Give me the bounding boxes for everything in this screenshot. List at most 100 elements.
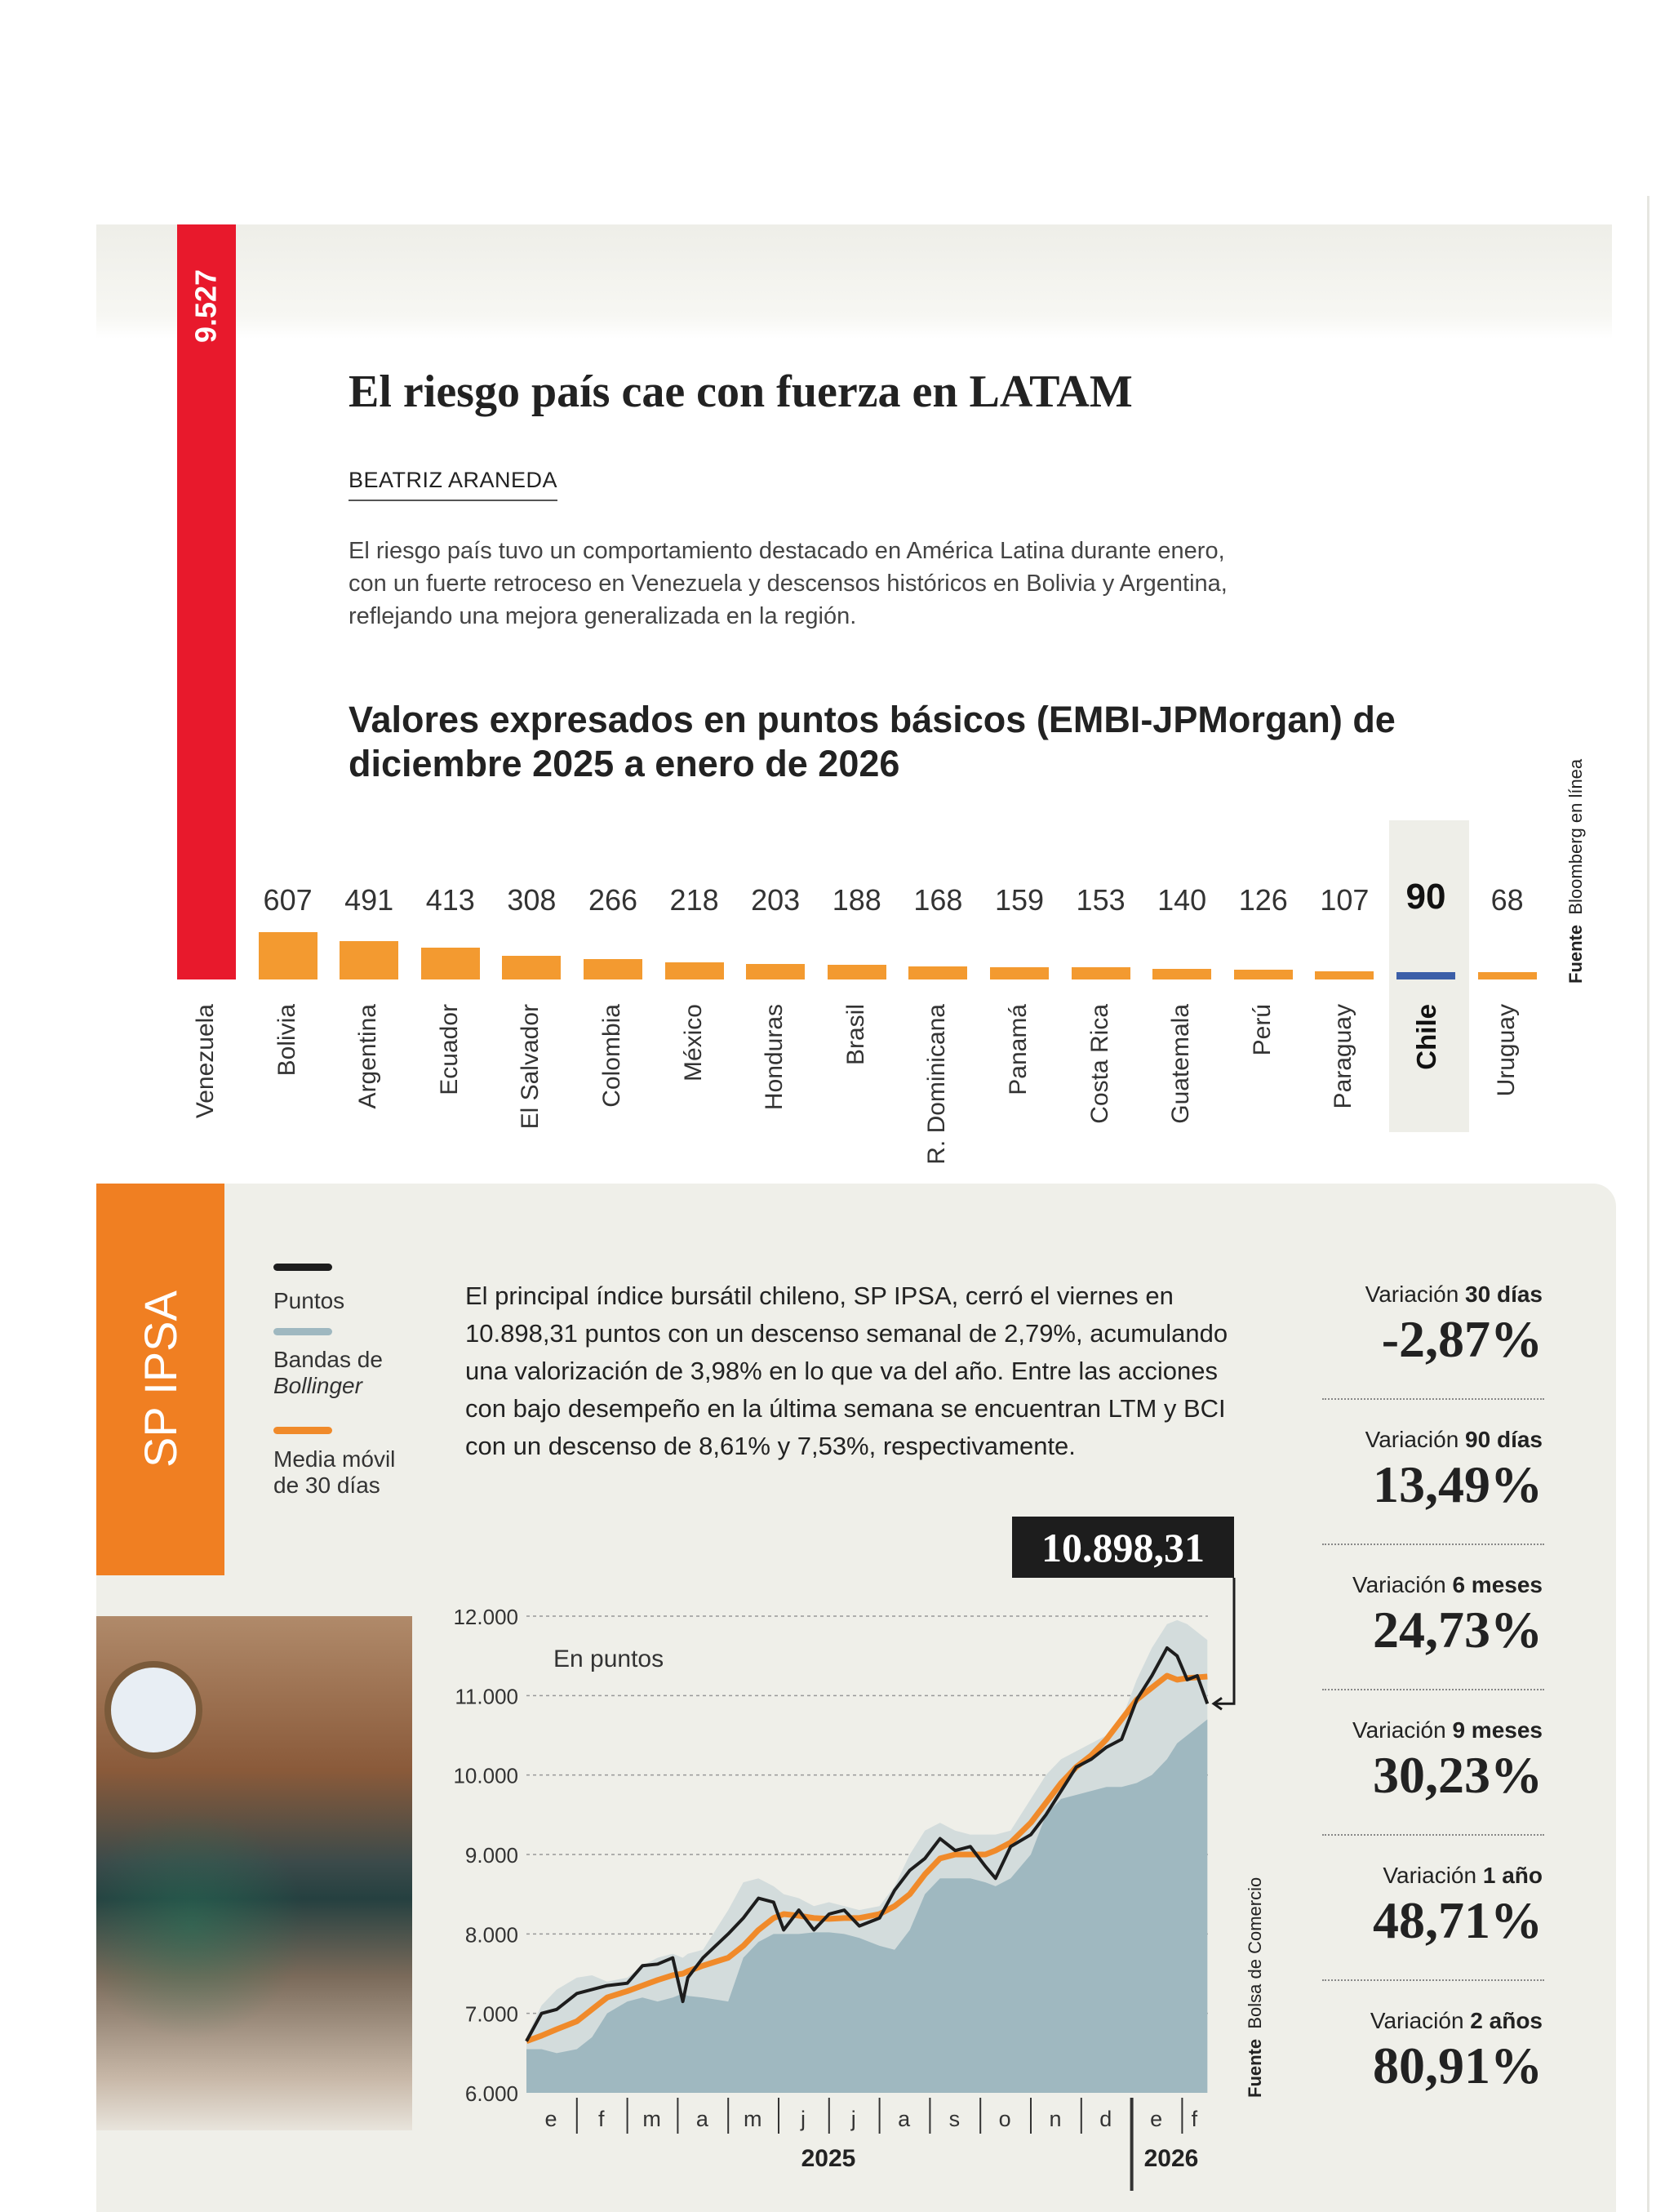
source-label: Fuente <box>1245 2038 1265 2098</box>
variation-value: 48,71% <box>1373 1891 1543 1949</box>
legend-swatch-ma <box>273 1427 332 1434</box>
bar-panam- <box>990 966 1049 979</box>
legend-swatch-points <box>273 1264 332 1271</box>
x-tick-label: f <box>1192 2107 1198 2131</box>
x-tick-label: m <box>642 2107 661 2131</box>
bar-value-label: 266 <box>588 883 638 917</box>
bar-brasil <box>827 965 886 979</box>
variation-label-text: Variación <box>1383 1863 1477 1888</box>
bar-venezuela <box>177 224 236 979</box>
legend-ma-1: Media móvil <box>273 1446 396 1472</box>
bar-value-label: 140 <box>1157 883 1207 917</box>
variation-period: 6 meses <box>1452 1572 1543 1597</box>
x-tick-label: a <box>898 2107 911 2131</box>
variation-label: Variación 30 días <box>1365 1281 1543 1308</box>
page-title: El riesgo país cae con fuerza en LATAM <box>349 366 1133 417</box>
bar-value-label: 218 <box>669 883 719 917</box>
x-tick-label: f <box>598 2107 605 2131</box>
bar-m-xico <box>664 962 724 979</box>
bar-value-label: 153 <box>1076 883 1126 917</box>
variation-period: 30 días <box>1465 1281 1543 1307</box>
y-tick-label: 8.000 <box>465 1922 518 1947</box>
source-name: Bolsa de Comercio <box>1245 1877 1265 2029</box>
bar-honduras <box>746 963 806 979</box>
y-tick-label: 11.000 <box>455 1684 518 1708</box>
variation-label: Variación 6 meses <box>1352 1572 1543 1598</box>
ipsa-title-box <box>96 1184 224 1575</box>
x-tick-label: e <box>544 2107 557 2131</box>
year-label: 2026 <box>1144 2145 1199 2172</box>
variation-label: Variación 1 año <box>1383 1863 1543 1889</box>
bar-argentina <box>340 941 399 979</box>
divider <box>1322 1689 1544 1690</box>
y-tick-label: 7.000 <box>465 2002 518 2027</box>
legend-ma: Media móvil de 30 días <box>273 1446 395 1499</box>
variation-period: 90 días <box>1465 1427 1543 1452</box>
variation-label-text: Variación <box>1365 1281 1459 1307</box>
variation-value: 13,49% <box>1373 1455 1543 1513</box>
x-tick-label: a <box>696 2107 709 2131</box>
bar-value-label: 308 <box>507 883 557 917</box>
author-byline: BEATRIZ ARANEDA <box>349 468 558 501</box>
ipsa-paragraph: El principal índice bursátil chileno, SP… <box>465 1281 1228 1460</box>
divider <box>1322 1834 1544 1836</box>
variation-label: Variación 9 meses <box>1352 1717 1543 1743</box>
variation-label-text: Variación <box>1365 1427 1459 1452</box>
x-tick-label: n <box>1049 2107 1061 2131</box>
moving-average-line <box>525 1672 1208 2045</box>
legend-bollinger-2: Bollinger <box>273 1373 362 1398</box>
variation-label: Variación 90 días <box>1365 1427 1543 1453</box>
x-tick-label: e <box>1150 2107 1162 2131</box>
bar-value-label: 90 <box>1405 877 1446 917</box>
legend-swatch-bollinger <box>273 1328 332 1335</box>
x-tick-label: m <box>744 2107 762 2131</box>
variation-value: 30,23% <box>1373 1746 1543 1804</box>
y-tick-label: 9.000 <box>465 1843 518 1868</box>
page-rule <box>1647 196 1649 2212</box>
bar-colombia <box>584 958 642 979</box>
bar-chile <box>1396 972 1455 979</box>
variation-label-text: Variación <box>1352 1572 1446 1597</box>
bar-value-label: 203 <box>751 883 801 917</box>
y-axis-label: En puntos <box>553 1646 664 1672</box>
bar-guatemala <box>1152 968 1212 979</box>
bar-value-label: 188 <box>832 883 881 917</box>
variation-period: 1 año <box>1482 1863 1543 1888</box>
bar-value-label: 607 <box>263 883 313 917</box>
divider <box>1322 1544 1544 1545</box>
bar-bolivia <box>258 932 317 979</box>
variation-value: 24,73% <box>1373 1601 1543 1659</box>
divider <box>1322 1979 1544 1981</box>
legend-bollinger-1: Bandas de <box>273 1347 383 1372</box>
bar-value-label: 159 <box>994 883 1045 917</box>
x-tick-label: j <box>800 2107 806 2131</box>
legend-ma-2: de 30 días <box>273 1472 380 1498</box>
y-tick-label: 10.000 <box>453 1764 518 1788</box>
bar-r-dominicana <box>908 966 968 979</box>
x-tick-label: o <box>999 2107 1011 2131</box>
variation-value: -2,87% <box>1381 1310 1543 1368</box>
last-value-badge: 10.898,31 <box>1012 1517 1234 1578</box>
callout-arrow <box>1214 1578 1236 1705</box>
source-note: Fuente Bolsa de Comercio <box>1245 1869 1266 2098</box>
x-tick-label: d <box>1099 2107 1112 2131</box>
bar-value-label: 68 <box>1490 883 1524 917</box>
bar-uruguay <box>1477 972 1537 979</box>
divider <box>1322 1398 1544 1400</box>
bar-value-label: 126 <box>1238 883 1288 917</box>
clock-icon <box>104 1661 202 1759</box>
variation-period: 9 meses <box>1452 1717 1543 1743</box>
variation-label: Variación 2 años <box>1370 2008 1543 2034</box>
bar-paraguay <box>1315 971 1374 979</box>
x-tick-label: s <box>949 2107 961 2131</box>
arrow-head-icon <box>1211 1697 1223 1711</box>
legend-points: Puntos <box>273 1288 345 1313</box>
bar-value-label: 168 <box>913 883 963 917</box>
year-label: 2025 <box>801 2145 856 2172</box>
legend-bollinger: Bandas de Bollinger <box>273 1347 383 1399</box>
variation-label-text: Variación <box>1352 1717 1446 1743</box>
intro-paragraph: El riesgo país tuvo un comportamiento de… <box>349 538 1228 629</box>
bar-value-label: 107 <box>1320 883 1370 917</box>
bar-costa-rica <box>1071 967 1130 979</box>
variation-period: 2 años <box>1470 2008 1543 2033</box>
